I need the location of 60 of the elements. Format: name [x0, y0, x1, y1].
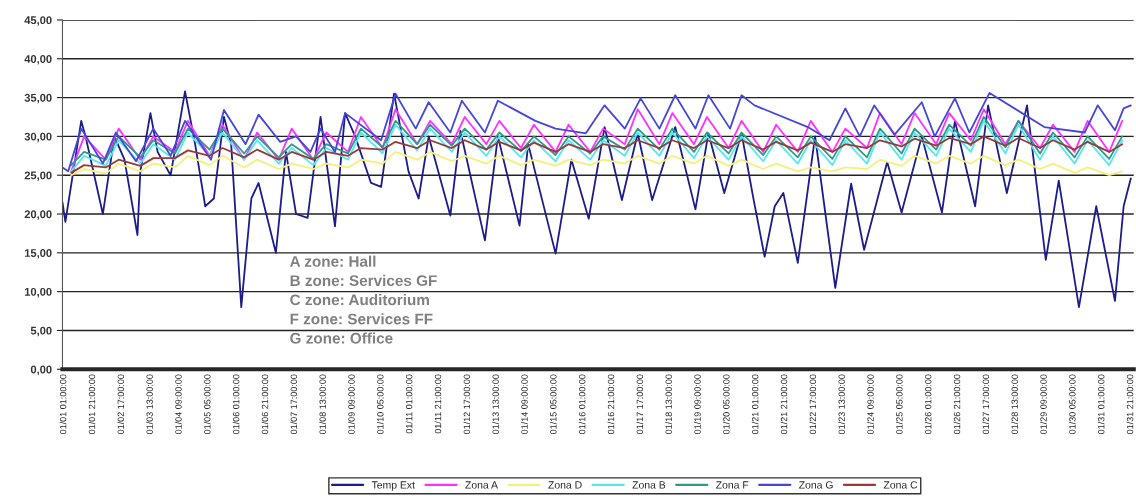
x-tick-label: 01/25 05:00:00	[895, 374, 903, 434]
legend-label: Zona D	[548, 481, 582, 489]
annotation: C zone: Auditorium	[290, 294, 429, 306]
x-tick-label: 01/06 01:00:00	[232, 374, 240, 434]
y-tick-label: 10,00	[24, 287, 52, 298]
x-tick-label: 01/26 01:00:00	[924, 374, 932, 434]
legend-label: Zona A	[465, 481, 498, 489]
legend-label: Zona G	[799, 481, 833, 489]
x-tick-label: 01/18 13:00:00	[665, 374, 672, 434]
y-tick-label: 45,00	[24, 16, 52, 26]
x-tick-label: 01/28 13:00:00	[1011, 374, 1018, 434]
y-tick-label: 5,00	[30, 326, 52, 337]
legend-label: Zona C	[883, 481, 918, 489]
x-tick-label: 01/27 17:00:00	[982, 374, 990, 434]
x-tick-label: 01/14 09:00:00	[521, 374, 528, 434]
x-tick-label: 01/23 13:00:00	[838, 374, 845, 434]
x-tick-label: 01/31 21:00:00	[1126, 374, 1134, 434]
x-tick-label: 01/12 17:00:00	[463, 374, 471, 434]
y-tick-label: 25,00	[24, 171, 52, 181]
x-tick-label: 01/13 13:00:00	[492, 374, 499, 434]
legend-label: Zona F	[716, 481, 749, 489]
annotation: B zone: Services GF	[290, 274, 437, 287]
x-tick-label: 01/22 17:00:00	[809, 374, 817, 434]
annotation: F zone: Services FF	[290, 313, 433, 325]
y-tick-label: 20,00	[24, 210, 52, 220]
x-tick-label: 01/02 17:00:00	[117, 374, 125, 434]
x-tick-label: 01/05 05:00:00	[203, 374, 211, 434]
legend-label: Zona B	[632, 481, 666, 489]
x-tick-label: 01/16 21:00:00	[607, 374, 615, 434]
x-tick-label: 01/16 01:00:00	[578, 374, 586, 434]
y-tick-label: 0,00	[30, 365, 52, 376]
x-tick-label: 01/01 01:00:00	[59, 374, 67, 434]
x-tick-label: 01/21 01:00:00	[751, 374, 759, 434]
x-tick-label: 01/07 17:00:00	[290, 374, 298, 434]
x-tick-label: 01/30 05:00:00	[1068, 374, 1076, 434]
x-tick-label: 01/29 09:00:00	[1040, 374, 1047, 434]
y-tick-label: 35,00	[24, 93, 52, 104]
x-tick-label: 01/15 05:00:00	[549, 374, 557, 434]
x-tick-label: 01/06 21:00:00	[261, 374, 269, 434]
x-tick-label: 01/10 05:00:00	[376, 374, 384, 434]
x-tick-label: 01/19 09:00:00	[694, 374, 701, 434]
x-tick-label: 01/03 13:00:00	[146, 374, 153, 434]
legend-label: Temp Ext	[371, 481, 415, 491]
y-tick-label: 15,00	[24, 249, 52, 259]
x-tick-label: 01/21 21:00:00	[780, 374, 788, 434]
x-tick-label: 01/17 17:00:00	[636, 374, 644, 434]
y-tick-label: 30,00	[24, 132, 52, 143]
annotation: A zone: Hall	[289, 255, 376, 267]
x-tick-label: 01/31 01:00:00	[1097, 374, 1105, 434]
x-tick-label: 01/20 05:00:00	[722, 374, 730, 434]
annotation: G zone: Office	[290, 332, 393, 344]
y-tick-label: 40,00	[24, 55, 52, 65]
x-tick-label: 01/11 21:00:00	[434, 374, 442, 434]
x-tick-label: 01/11 01:00:00	[405, 374, 413, 434]
x-tick-label: 01/24 09:00:00	[867, 374, 874, 434]
x-tick-label: 01/09 09:00:00	[348, 374, 355, 434]
x-tick-label: 01/04 09:00:00	[175, 374, 182, 434]
x-tick-label: 01/08 13:00:00	[319, 374, 326, 434]
x-tick-label: 01/26 21:00:00	[953, 374, 961, 434]
x-tick-label: 01/01 21:00:00	[88, 374, 96, 434]
